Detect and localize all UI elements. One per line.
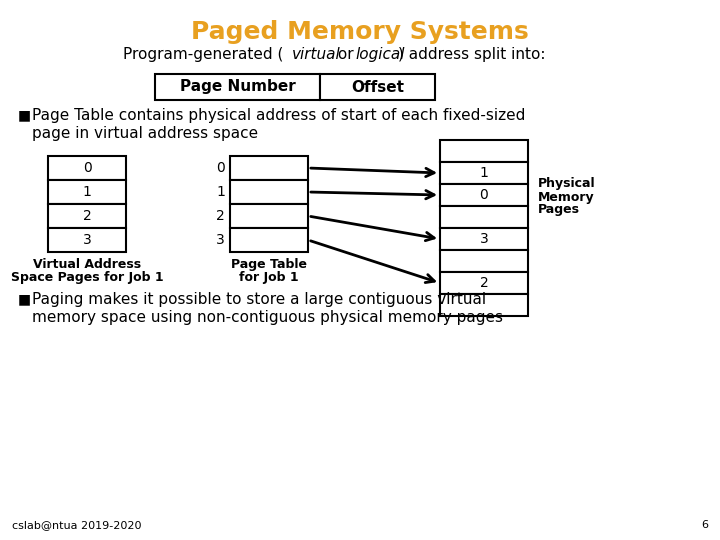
- Text: 0: 0: [480, 188, 488, 202]
- Text: or: or: [333, 47, 359, 62]
- Text: Paged Memory Systems: Paged Memory Systems: [191, 20, 529, 44]
- Text: 2: 2: [83, 209, 91, 223]
- Text: 0: 0: [83, 161, 91, 175]
- Text: page in virtual address space: page in virtual address space: [32, 126, 258, 141]
- Text: Virtual Address: Virtual Address: [33, 258, 141, 271]
- Bar: [230, 156, 308, 180]
- Text: Paging makes it possible to store a large contiguous virtual: Paging makes it possible to store a larg…: [32, 292, 486, 307]
- Bar: [440, 250, 528, 272]
- Text: Page Table: Page Table: [231, 258, 307, 271]
- Text: for Job 1: for Job 1: [239, 271, 299, 284]
- Text: Pages: Pages: [538, 204, 580, 217]
- Text: Page Number: Page Number: [179, 79, 295, 94]
- Text: Memory: Memory: [538, 191, 595, 204]
- Text: 1: 1: [216, 185, 225, 199]
- Text: logical: logical: [355, 47, 405, 62]
- Text: ■: ■: [18, 108, 31, 122]
- Bar: [155, 74, 320, 100]
- Text: Page Table contains physical address of start of each fixed-sized: Page Table contains physical address of …: [32, 108, 526, 123]
- Text: cslab@ntua 2019-2020: cslab@ntua 2019-2020: [12, 520, 142, 530]
- Bar: [230, 180, 308, 204]
- Text: 0: 0: [216, 161, 225, 175]
- Bar: [440, 206, 528, 228]
- Text: 2: 2: [480, 276, 488, 290]
- Bar: [440, 140, 528, 162]
- Text: Space Pages for Job 1: Space Pages for Job 1: [11, 271, 163, 284]
- Bar: [440, 162, 528, 184]
- Text: 3: 3: [83, 233, 91, 247]
- Text: 1: 1: [83, 185, 91, 199]
- Bar: [230, 204, 308, 228]
- Bar: [440, 184, 528, 206]
- Text: ■: ■: [18, 292, 31, 306]
- Text: 3: 3: [216, 233, 225, 247]
- Bar: [320, 74, 435, 100]
- Text: 3: 3: [480, 232, 488, 246]
- Text: 2: 2: [216, 209, 225, 223]
- Text: Program-generated (: Program-generated (: [123, 47, 284, 62]
- Bar: [48, 156, 126, 180]
- Text: Offset: Offset: [351, 79, 404, 94]
- Text: Physical: Physical: [538, 178, 595, 191]
- Text: memory space using non-contiguous physical memory pages: memory space using non-contiguous physic…: [32, 310, 503, 325]
- Bar: [48, 228, 126, 252]
- Text: 1: 1: [480, 166, 488, 180]
- Text: 6: 6: [701, 520, 708, 530]
- Bar: [48, 180, 126, 204]
- Bar: [440, 272, 528, 294]
- Text: virtual: virtual: [292, 47, 341, 62]
- Bar: [48, 204, 126, 228]
- Bar: [440, 228, 528, 250]
- Bar: [230, 228, 308, 252]
- Text: ) address split into:: ) address split into:: [398, 47, 546, 62]
- Bar: [440, 294, 528, 316]
